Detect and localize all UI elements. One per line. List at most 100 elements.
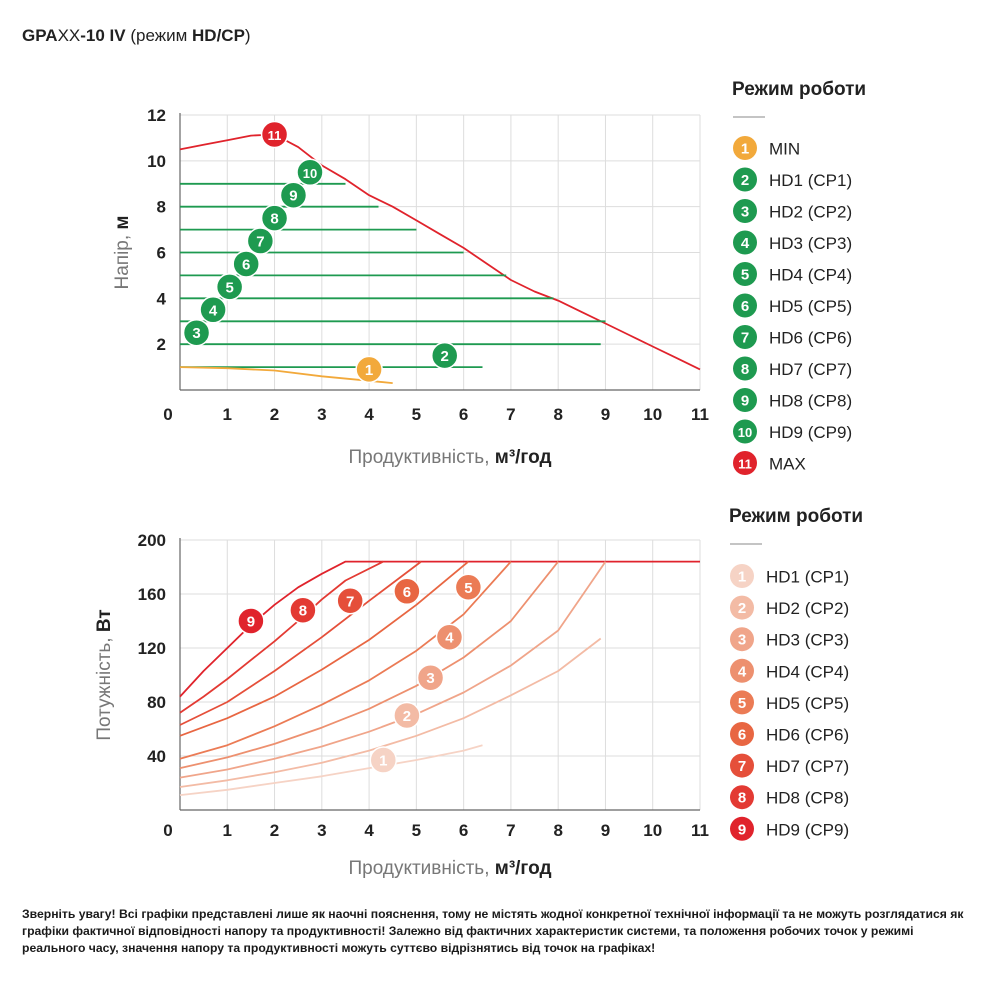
chart-2: 0 1 2 3 4 5 6 7 8 9 10 114080120160200Продуктивніст… xyxy=(94,506,863,879)
series-marker-2: 2 xyxy=(393,701,421,730)
marker-circle xyxy=(416,663,445,692)
legend-badge xyxy=(733,230,757,255)
legend-badge-label: 1 xyxy=(741,141,749,158)
marker-label: 4 xyxy=(445,630,454,647)
series-marker-6: 6 xyxy=(393,577,421,606)
legend-item-label: HD1 (CP1) xyxy=(769,171,852,190)
x-tick-label: 1 xyxy=(223,821,232,840)
marker-circle xyxy=(237,607,265,635)
x-axis-label: Продуктивність, м³/год xyxy=(348,858,551,879)
marker-label: 2 xyxy=(403,708,411,725)
legend-badge-label: 5 xyxy=(738,695,746,712)
legend-item: 3 HD2 (CP2) xyxy=(733,199,852,223)
legend-item: 1 MIN xyxy=(733,136,800,160)
legend-item-label: HD9 (CP9) xyxy=(766,820,849,839)
marker-label: 9 xyxy=(289,188,297,205)
y-tick-label: 6 xyxy=(157,244,166,263)
y-tick-label: 2 xyxy=(157,335,166,354)
series-marker-8: 8 xyxy=(289,596,317,624)
marker-circle xyxy=(296,158,324,187)
legend-badge xyxy=(733,419,757,444)
marker-circle xyxy=(393,701,421,730)
x-tick-label: 4 xyxy=(364,405,374,424)
marker-circle xyxy=(279,181,308,209)
legend-badge-label: 8 xyxy=(741,361,749,378)
y-tick-label: 200 xyxy=(138,531,166,550)
marker-label: 1 xyxy=(379,753,387,770)
series-line-1 xyxy=(179,744,483,796)
series-marker-10: 10 xyxy=(296,158,324,187)
legend-badge-label: 7 xyxy=(741,330,749,347)
marker-circle xyxy=(393,577,421,606)
legend-item-label: HD4 (CP4) xyxy=(769,266,852,285)
x-axis-label: Продуктивність, м³/год xyxy=(348,447,551,468)
series-marker-7: 7 xyxy=(246,227,275,255)
legend-item: 1 HD1 (CP1) xyxy=(730,564,849,588)
series-markers: 9 8 7 6 5 4 3 2 1 xyxy=(237,573,483,774)
x-tick-label: 9 xyxy=(601,821,610,840)
marker-circle xyxy=(336,587,364,615)
legend: Режим роботи 1 MIN 2 HD1 (CP1) 3 HD2 (CP2) 4 HD3… xyxy=(732,79,866,475)
series-marker-4: 4 xyxy=(435,623,464,651)
x-tick-label: 8 xyxy=(553,405,562,424)
legend-item: 3 HD3 (CP3) xyxy=(730,627,849,652)
marker-label: 9 xyxy=(247,614,255,631)
series-marker-2: 2 xyxy=(430,341,459,370)
marker-circle xyxy=(454,573,483,601)
series-marker-11: 11 xyxy=(260,120,289,149)
legend-badge-label: 3 xyxy=(741,204,749,221)
legend-item: 2 HD2 (CP2) xyxy=(730,595,849,620)
legend-item-label: HD8 (CP8) xyxy=(766,789,849,808)
marker-circle xyxy=(182,318,211,347)
marker-circle xyxy=(435,623,464,651)
legend-badge-label: 5 xyxy=(741,267,749,284)
series-marker-9: 9 xyxy=(237,607,265,635)
x-tick-label: 9 xyxy=(601,405,610,424)
marker-circle xyxy=(430,341,459,370)
marker-circle xyxy=(215,273,244,301)
legend-item: 10 HD9 (CP9) xyxy=(733,419,852,444)
x-tick-label: 11 xyxy=(691,405,709,424)
legend-item: 7 HD6 (CP6) xyxy=(733,325,852,349)
legend-item-label: HD9 (CP9) xyxy=(769,423,852,442)
legend-item-label: HD5 (CP5) xyxy=(766,694,849,713)
legend-badge xyxy=(733,388,757,412)
series-marker-9: 9 xyxy=(279,181,308,209)
x-tick-label: 3 xyxy=(317,821,326,840)
marker-label: 5 xyxy=(225,279,233,296)
marker-circle xyxy=(232,250,260,278)
legend-badge xyxy=(730,658,754,683)
marker-circle xyxy=(369,746,398,774)
marker-circle xyxy=(355,355,383,384)
marker-circle xyxy=(260,204,289,232)
legend-item-label: HD3 (CP3) xyxy=(769,234,852,253)
y-tick-label: 120 xyxy=(138,639,166,658)
series-marker-1: 1 xyxy=(355,355,383,384)
marker-label: 1 xyxy=(365,362,373,379)
x-tick-label: 7 xyxy=(506,405,515,424)
legend-badge-label: 7 xyxy=(738,758,746,775)
legend-item: 4 HD3 (CP3) xyxy=(733,230,852,255)
legend-badge-label: 4 xyxy=(738,663,747,680)
legend-badge xyxy=(733,325,757,349)
legend-item: 4 HD4 (CP4) xyxy=(730,658,849,683)
marker-label: 4 xyxy=(209,302,218,319)
legend-item-label: HD7 (CP7) xyxy=(766,757,849,776)
legend-badge xyxy=(733,136,757,160)
series-marker-4: 4 xyxy=(199,296,227,324)
marker-label: 3 xyxy=(192,325,200,342)
series-line-8 xyxy=(179,560,384,714)
legend-badge xyxy=(730,785,754,810)
marker-label: 2 xyxy=(441,348,449,365)
legend-item: 5 HD4 (CP4) xyxy=(733,262,852,286)
legend-item: 9 HD8 (CP8) xyxy=(733,388,852,412)
legend-item-label: HD2 (CP2) xyxy=(769,203,852,222)
disclaimer-note: Зверніть увагу! Всі графіки представлені… xyxy=(22,907,964,955)
legend-item: 2 HD1 (CP1) xyxy=(733,167,852,192)
series-line-4 xyxy=(179,561,559,769)
series-marker-1: 1 xyxy=(369,746,398,774)
y-tick-label: 12 xyxy=(147,106,166,125)
legend-badge xyxy=(733,167,757,192)
legend-item-label: HD6 (CP6) xyxy=(766,726,849,745)
